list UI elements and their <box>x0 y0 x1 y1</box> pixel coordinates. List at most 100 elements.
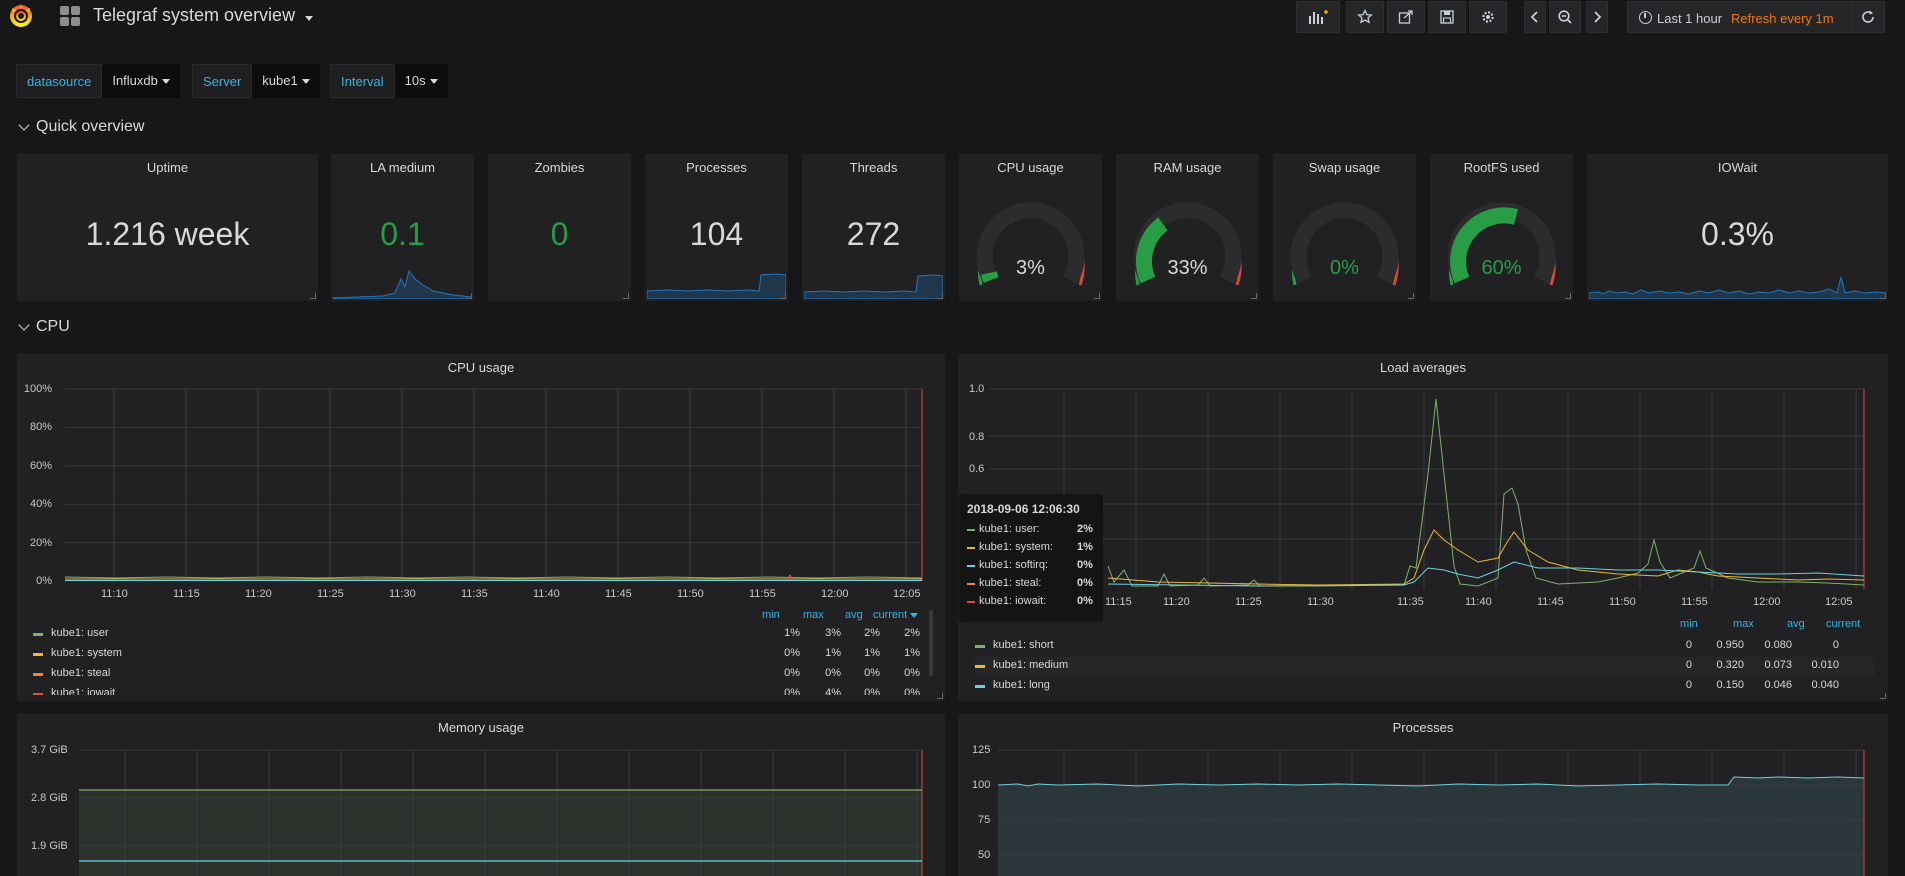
datasource-select[interactable]: Influxdb <box>102 64 180 98</box>
legend-item[interactable]: kube1: short 0 0.950 0.080 0 <box>975 637 1875 656</box>
x-tick: 11:20 <box>245 588 272 600</box>
legend-header-current[interactable]: current <box>1826 618 1861 630</box>
add-panel-button[interactable] <box>1296 1 1340 33</box>
variable-value: Influxdb <box>112 73 158 88</box>
series-max: 0.150 <box>1716 679 1744 691</box>
legend-item[interactable]: kube1: user 1% 3% 2% 2% <box>33 625 929 644</box>
grafana-logo-icon[interactable] <box>8 2 34 28</box>
memory-usage-plot[interactable] <box>17 714 945 876</box>
resize-handle[interactable] <box>1565 293 1571 299</box>
legend-header-avg[interactable]: avg <box>845 609 863 621</box>
zoom-out-button[interactable] <box>1549 1 1581 33</box>
star-button[interactable] <box>1346 1 1384 33</box>
share-button[interactable] <box>1387 1 1425 33</box>
server-select[interactable]: kube1 <box>252 64 320 98</box>
resize-handle[interactable] <box>466 293 472 299</box>
y-tick: 100% <box>23 383 52 395</box>
time-back-button[interactable] <box>1524 1 1546 33</box>
resize-handle[interactable] <box>1408 293 1414 299</box>
series-swatch <box>975 685 985 688</box>
cpu-usage-plot[interactable] <box>17 354 945 614</box>
panel-title: Processes <box>686 160 747 175</box>
row-cpu[interactable]: CPU <box>18 318 70 336</box>
refresh-icon <box>1862 10 1874 23</box>
resize-handle[interactable] <box>780 293 786 299</box>
resize-handle[interactable] <box>1880 293 1886 299</box>
legend-item[interactable]: kube1: steal 0% 0% 0% 0% <box>33 665 929 684</box>
panel-iowait[interactable]: IOWait 0.3% <box>1587 154 1888 301</box>
series-name: kube1: short <box>993 639 1054 651</box>
series-max: 0.950 <box>1716 639 1744 651</box>
y-tick: 1.0 <box>969 383 985 395</box>
panel-processes[interactable]: Processes 104 <box>645 154 788 301</box>
series-current: 0 <box>1832 639 1839 651</box>
dashboard-title[interactable]: Telegraf system overview <box>93 5 296 25</box>
save-icon <box>1440 10 1454 24</box>
panel-cpu-usage-gauge[interactable]: CPU usage 3% <box>959 154 1102 301</box>
resize-handle[interactable] <box>623 293 629 299</box>
panel-title: CPU usage <box>997 160 1064 175</box>
panel-uptime[interactable]: Uptime 1.216 week <box>17 154 318 301</box>
legend-header-max[interactable]: max <box>1733 618 1754 630</box>
series-min: 0% <box>784 647 800 659</box>
legend-header-current[interactable]: current <box>873 609 919 621</box>
panel-threads[interactable]: Threads 272 <box>802 154 945 301</box>
dashboard-apps-icon[interactable] <box>60 6 80 26</box>
resize-handle[interactable] <box>310 293 316 299</box>
top-navbar: Telegraf system overview Last 1 hour Ref… <box>0 0 1905 34</box>
row-title: CPU <box>36 318 70 335</box>
panel-la-medium[interactable]: LA medium 0.1 <box>331 154 474 301</box>
resize-handle[interactable] <box>937 693 943 699</box>
panel-cpu-usage-graph[interactable]: CPU usage 100% 80% 60% 40% 20% 0% 11:10 … <box>17 354 945 701</box>
x-tick: 11:55 <box>749 588 776 600</box>
stat-value: 0 <box>550 216 569 252</box>
gauge <box>1133 202 1242 286</box>
legend-item[interactable]: kube1: long 0 0.150 0.046 0.040 <box>975 677 1875 696</box>
series-current: 1% <box>904 647 920 659</box>
series-swatch <box>967 565 975 567</box>
gauge-value: 3% <box>1016 257 1045 279</box>
settings-button[interactable] <box>1469 1 1507 33</box>
chevron-down-icon[interactable] <box>305 16 313 21</box>
save-button[interactable] <box>1428 1 1466 33</box>
legend-scrollbar[interactable] <box>929 610 933 676</box>
resize-handle[interactable] <box>937 293 943 299</box>
resize-handle[interactable] <box>1880 693 1886 699</box>
processes-plot[interactable] <box>958 714 1888 876</box>
tooltip-value: 0% <box>1077 595 1093 607</box>
series-max: 4% <box>825 687 841 695</box>
panel-processes-graph[interactable]: Processes 125 100 75 50 <box>958 714 1888 876</box>
panel-title: LA medium <box>369 160 436 175</box>
chevron-down-icon <box>18 319 30 331</box>
resize-handle[interactable] <box>1094 293 1100 299</box>
panel-zombies[interactable]: Zombies 0 <box>488 154 631 301</box>
panel-rootfs-gauge[interactable]: RootFS used 60% <box>1430 154 1573 301</box>
legend-header-avg[interactable]: avg <box>1787 618 1805 630</box>
load-averages-plot[interactable] <box>958 354 1888 614</box>
series-avg: 0.046 <box>1764 679 1792 691</box>
row-quick-overview[interactable]: Quick overview <box>18 118 144 136</box>
legend-header-min[interactable]: min <box>1680 618 1698 630</box>
legend-header-max[interactable]: max <box>803 609 824 621</box>
panel-memory-usage-graph[interactable]: Memory usage 3.7 GiB 2.8 GiB 1.9 GiB <box>17 714 945 876</box>
interval-select[interactable]: 10s <box>394 64 448 98</box>
refresh-button[interactable] <box>1851 1 1885 33</box>
legend-item[interactable]: kube1: system 0% 1% 1% 1% <box>33 645 929 664</box>
x-tick: 11:40 <box>533 588 560 600</box>
resize-handle[interactable] <box>1251 293 1257 299</box>
legend-item[interactable]: kube1: iowait 0% 4% 0% 0% <box>33 685 929 695</box>
stat-value: 1.216 week <box>85 216 250 252</box>
legend-header-min[interactable]: min <box>762 609 780 621</box>
panel-load-averages-graph[interactable]: Load averages 1.0 0.8 0.6 11:15 11:20 11… <box>958 354 1888 701</box>
panel-ram-usage-gauge[interactable]: RAM usage 33% <box>1116 154 1259 301</box>
series-name: kube1: user <box>51 627 109 639</box>
time-forward-button[interactable] <box>1586 1 1608 33</box>
series-name: kube1: medium <box>993 659 1069 671</box>
gauge <box>976 202 1085 286</box>
time-picker-button[interactable]: Last 1 hour Refresh every 1m <box>1627 1 1853 33</box>
panel-swap-usage-gauge[interactable]: Swap usage 0% <box>1273 154 1416 301</box>
x-tick: 12:05 <box>893 588 921 600</box>
legend-item[interactable]: kube1: medium 0 0.320 0.073 0.010 <box>975 657 1875 676</box>
chevron-left-icon <box>1530 11 1538 23</box>
x-tick: 11:45 <box>605 588 632 600</box>
